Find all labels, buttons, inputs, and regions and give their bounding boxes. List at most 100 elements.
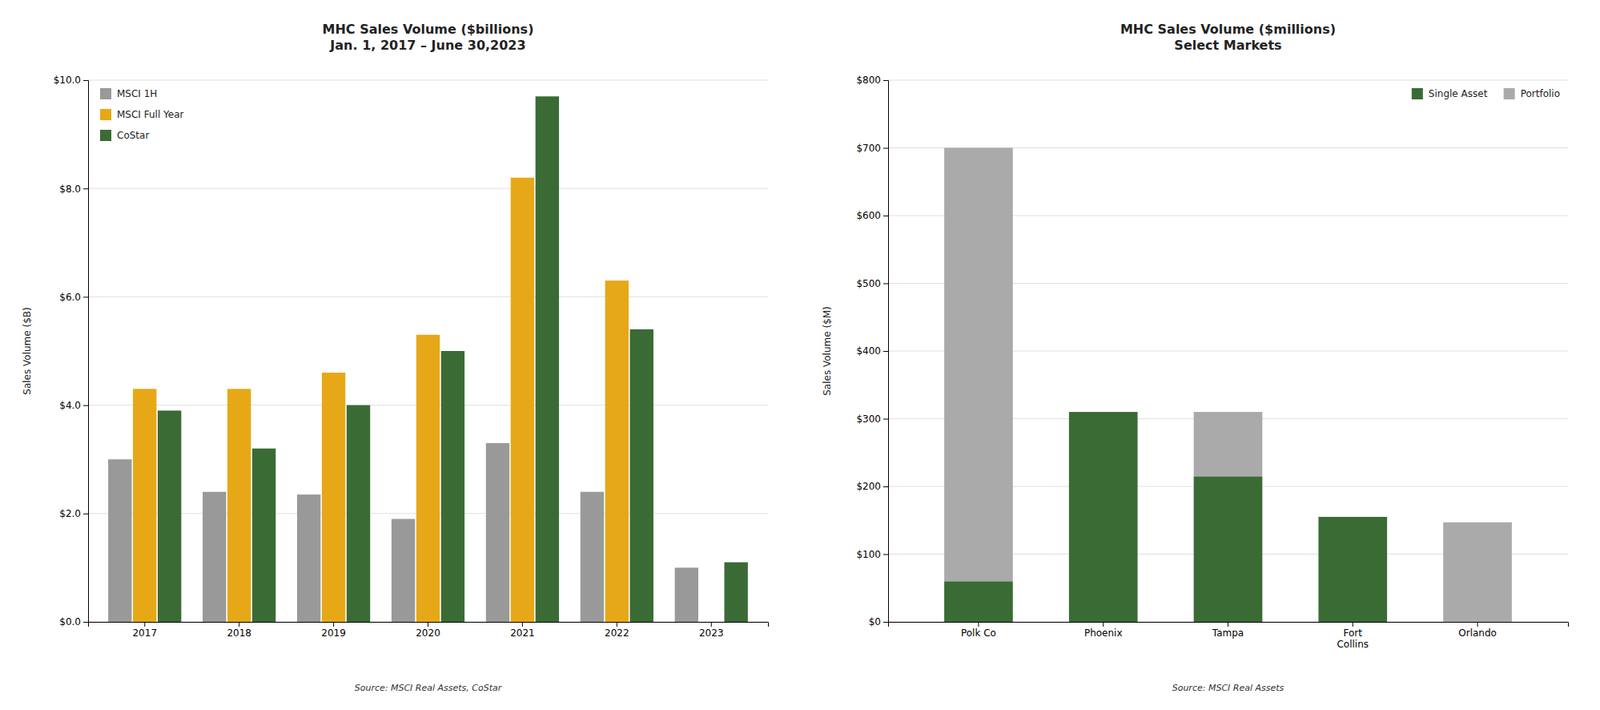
y-tick: $200: [856, 480, 889, 492]
x-tick: Phoenix: [1084, 621, 1123, 639]
tick-label: $600: [856, 209, 881, 222]
bar: [391, 518, 415, 622]
y-tick: $100: [856, 548, 889, 560]
tick-label: $8.0: [59, 183, 81, 195]
tick-label: $700: [856, 142, 881, 154]
x-tick: 2020: [415, 621, 441, 639]
tick-mark: [522, 621, 523, 627]
bar: [486, 442, 510, 622]
grid-line: [88, 188, 768, 189]
y-tick: $600: [856, 209, 889, 222]
tick-label: 2023: [699, 627, 724, 639]
tick-mark: [1352, 621, 1354, 627]
tick-label: Polk Co: [960, 627, 997, 639]
bar-segment: [1443, 522, 1512, 622]
y-axis: $0 $100 $200 $300 $400 $500 $600 $700 $800: [856, 74, 889, 628]
bar: [202, 491, 226, 622]
legend-item: CoStar: [100, 129, 149, 141]
tick-mark: [1227, 621, 1229, 627]
tick-label: $0: [868, 615, 881, 628]
tick-label: Phoenix: [1084, 627, 1123, 639]
legend-swatch: [1503, 88, 1516, 100]
x-tick: 2017: [132, 621, 157, 639]
tick-label: $500: [856, 277, 881, 290]
legend-label: Single Asset: [1428, 88, 1488, 100]
tick-label: Orlando: [1458, 627, 1497, 639]
bar-segment: [1193, 475, 1263, 622]
axis-line: [883, 80, 889, 623]
bar-segment: [944, 148, 1014, 582]
axis-line: [83, 80, 89, 623]
tick-label: $400: [856, 345, 881, 357]
tick-mark: [883, 350, 889, 352]
tick-mark: [883, 486, 889, 487]
annotation: Source: MSCI Real Assets, CoStar: [354, 682, 503, 693]
y-tick: $800: [856, 74, 889, 86]
y-tick: $0.0: [59, 615, 89, 628]
bar: [580, 491, 604, 622]
tick-label: $0.0: [59, 615, 81, 628]
tick-mark: [977, 621, 979, 627]
tick-mark: [83, 621, 89, 623]
annotation: Source: MSCI Real Assets: [1172, 682, 1285, 693]
bar: [132, 388, 157, 622]
tick-label: 2022: [604, 627, 630, 639]
legend-item: MSCI Full Year: [100, 108, 185, 121]
bar-segment: [1318, 516, 1387, 622]
y-tick: $500: [856, 277, 889, 290]
tick-label: $4.0: [59, 399, 81, 411]
axis-line: [888, 622, 1569, 628]
y-tick: $2.0: [59, 507, 89, 519]
tick-mark: [883, 80, 889, 81]
x-tick: 2022: [604, 621, 630, 639]
y-tick: $400: [856, 345, 889, 357]
y-tick: $300: [856, 413, 889, 425]
tick-mark: [1102, 621, 1104, 627]
y-axis-title: Sales Volume ($B): [21, 306, 33, 394]
tick-label: $100: [856, 548, 881, 560]
bars: [944, 148, 1512, 623]
y-tick: $4.0: [59, 399, 89, 411]
tick-label: $6.0: [59, 291, 81, 303]
legend: MSCI 1HMSCI Full YearCoStar: [100, 88, 185, 141]
tick-label: $800: [856, 74, 881, 86]
bar: [441, 350, 465, 622]
bar-segment: [1318, 516, 1387, 518]
bar: [630, 329, 654, 622]
tick-mark: [883, 418, 889, 420]
x-axis: 2017 2018 2019 2020 2021 2022 2023: [88, 621, 769, 639]
tick-mark: [83, 513, 89, 515]
tick-label: $300: [856, 413, 881, 425]
y-tick: $8.0: [59, 183, 89, 195]
bar-segment: [1069, 411, 1138, 622]
bar: [297, 494, 321, 622]
bar: [108, 458, 132, 622]
tick-mark: [427, 621, 429, 627]
y-tick: $6.0: [59, 291, 89, 303]
tick-label: 2018: [226, 627, 252, 639]
tick-mark: [883, 215, 889, 217]
legend: Single Asset Portfolio: [1411, 88, 1560, 100]
chart-panel: $0 $100 $200 $300 $400 $500 $600 $700 $800 Polk C…: [821, 21, 1569, 693]
tick-label: FortCollins: [1336, 627, 1369, 650]
legend-item: Single Asset: [1411, 88, 1488, 100]
bar-segment: [1069, 411, 1138, 413]
legend-swatch: [1411, 88, 1424, 100]
tick-mark: [144, 621, 145, 627]
bar: [605, 280, 629, 622]
tick-mark: [83, 296, 89, 298]
bar-segment: [944, 580, 1014, 622]
grid-line: [88, 80, 768, 81]
x-tick: 2019: [321, 621, 346, 639]
legend-item: Portfolio: [1503, 88, 1560, 100]
grid-line: [88, 296, 768, 298]
bar: [157, 410, 181, 622]
tick-label: 2021: [510, 627, 535, 639]
tick-mark: [883, 621, 889, 623]
tick-label: 2020: [415, 627, 441, 639]
x-tick: 2021: [510, 621, 535, 639]
legend-swatch: [100, 129, 112, 141]
legend-label: CoStar: [116, 129, 149, 141]
x-tick: 2018: [226, 621, 252, 639]
legend-swatch: [100, 108, 112, 121]
